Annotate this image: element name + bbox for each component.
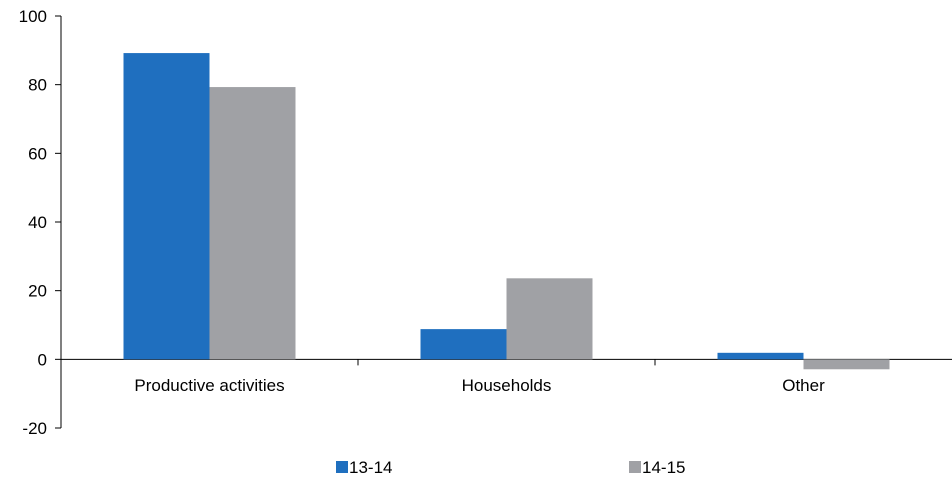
x-category-label: Households (462, 376, 552, 395)
bar (803, 359, 890, 370)
y-tick-label: 20 (28, 282, 47, 301)
y-tick-label: 100 (19, 7, 47, 26)
y-tick-label: 0 (38, 350, 47, 369)
x-category-label: Productive activities (134, 376, 284, 395)
bar (506, 278, 593, 360)
y-tick-label: 80 (28, 76, 47, 95)
y-axis: -20 0 20 40 60 80 100 (19, 7, 62, 438)
legend: 13-14 14-15 (336, 458, 685, 477)
x-category-label: Other (782, 376, 825, 395)
legend-label: 13-14 (349, 458, 392, 477)
bar (420, 329, 507, 360)
bar (717, 352, 804, 360)
bar (209, 87, 296, 360)
y-tick-label: 60 (28, 144, 47, 163)
legend-swatch (336, 461, 348, 473)
bar (123, 53, 210, 360)
legend-swatch (629, 461, 641, 473)
y-tick-label: -20 (22, 419, 47, 438)
y-tick-label: 40 (28, 213, 47, 232)
bars (123, 53, 890, 370)
legend-label: 14-15 (642, 458, 685, 477)
